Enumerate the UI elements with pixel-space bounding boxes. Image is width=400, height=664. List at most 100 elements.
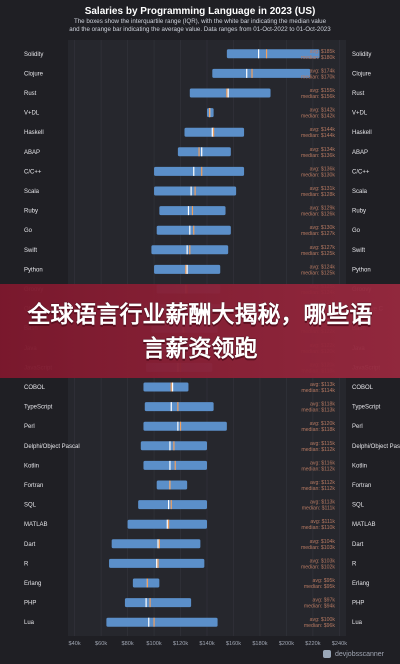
median-note: median: $136k bbox=[301, 153, 335, 159]
median-note: median: $118k bbox=[301, 427, 335, 433]
x-tick-label: $80k bbox=[122, 641, 134, 647]
median-note: median: $142k bbox=[301, 114, 335, 120]
category-label-left: Python bbox=[24, 267, 43, 273]
avg-note: avg: $131k bbox=[310, 186, 336, 192]
category-label-right: PHP bbox=[352, 601, 364, 607]
category-label-left: Kotlin bbox=[24, 463, 39, 469]
avg-note: avg: $118k bbox=[310, 402, 335, 408]
iqr-box bbox=[143, 382, 189, 392]
category-label-left: PHP bbox=[24, 601, 36, 607]
overlay-headline: 全球语言行业薪酬大揭秘，哪些语言薪资领跑 bbox=[27, 301, 373, 361]
avg-note: avg: $129k bbox=[310, 206, 336, 212]
category-label-left: Delphi/Object Pascal bbox=[24, 444, 80, 450]
category-label-right: Lua bbox=[352, 620, 363, 626]
category-label-right: Haskell bbox=[352, 130, 372, 136]
category-label-right: Ruby bbox=[352, 209, 366, 215]
category-label-left: Clojure bbox=[24, 71, 44, 77]
category-label-left: TypeScript bbox=[24, 405, 53, 411]
category-label-left: Dart bbox=[24, 542, 36, 548]
devjobsscanner-logo-icon bbox=[322, 650, 331, 658]
x-tick-label: $60k bbox=[95, 641, 107, 647]
category-label-right: Erlang bbox=[352, 581, 369, 587]
iqr-box bbox=[212, 68, 311, 78]
x-tick-label: $140k bbox=[199, 641, 214, 647]
category-label-left: Fortran bbox=[24, 483, 43, 489]
avg-note: avg: $174k bbox=[310, 68, 336, 74]
category-label-right: Dart bbox=[352, 542, 364, 548]
category-label-left: ABAP bbox=[24, 150, 40, 156]
category-label-right: Python bbox=[352, 267, 371, 273]
footer-brand: devjobsscanner bbox=[322, 650, 384, 658]
x-tick-label: $200k bbox=[279, 641, 294, 647]
category-label-left: Erlang bbox=[24, 581, 41, 587]
iqr-box bbox=[184, 127, 245, 137]
iqr-box bbox=[154, 166, 245, 176]
x-tick-label: $240k bbox=[332, 641, 347, 647]
avg-note: avg: $115k bbox=[310, 441, 335, 447]
x-tick-label: $120k bbox=[173, 641, 188, 647]
category-label-right: C/C++ bbox=[352, 169, 370, 175]
median-note: median: $103k bbox=[301, 545, 335, 551]
category-label-right: SQL bbox=[352, 503, 365, 509]
median-note: median: $102k bbox=[301, 564, 335, 570]
category-label-left: C/C++ bbox=[24, 169, 42, 175]
category-label-right: Swift bbox=[352, 248, 365, 254]
category-label-left: Solidity bbox=[24, 52, 43, 58]
chart-subtitle-line-1: The boxes show the interquartile range (… bbox=[73, 18, 327, 25]
iqr-box bbox=[207, 108, 214, 118]
category-label-left: Perl bbox=[24, 424, 35, 430]
x-tick-label: $100k bbox=[146, 641, 161, 647]
median-note: median: $125k bbox=[301, 270, 335, 276]
avg-note: avg: $100k bbox=[310, 617, 336, 623]
category-label-right: ABAP bbox=[352, 150, 368, 156]
median-note: median: $180k bbox=[301, 55, 335, 61]
avg-note: avg: $97k bbox=[313, 598, 336, 604]
iqr-box bbox=[111, 539, 201, 549]
median-note: median: $112k bbox=[301, 447, 335, 453]
category-label-left: Haskell bbox=[24, 130, 44, 136]
median-note: median: $114k bbox=[301, 388, 335, 394]
x-tick-label: $180k bbox=[252, 641, 267, 647]
category-label-right: COBOL bbox=[352, 385, 374, 391]
chart-title: Salaries by Programming Language in 2023… bbox=[84, 6, 316, 17]
category-label-right: Fortran bbox=[352, 483, 371, 489]
median-note: median: $112k bbox=[301, 466, 335, 472]
category-label-right: TypeScript bbox=[352, 405, 381, 411]
category-label-right: Rust bbox=[352, 91, 365, 97]
chart-subtitle-line-2: and the orange bar indicating the averag… bbox=[69, 26, 331, 33]
avg-note: avg: $124k bbox=[310, 264, 336, 270]
category-label-left: SQL bbox=[24, 503, 37, 509]
iqr-box bbox=[124, 598, 192, 608]
iqr-box bbox=[226, 49, 320, 59]
median-note: median: $130k bbox=[301, 172, 335, 178]
median-note: median: $96k bbox=[304, 623, 336, 629]
median-note: median: $110k bbox=[301, 525, 335, 531]
iqr-box bbox=[189, 88, 271, 98]
category-label-left: R bbox=[24, 561, 29, 567]
avg-note: avg: $155k bbox=[310, 88, 336, 94]
avg-note: avg: $127k bbox=[310, 245, 336, 251]
footer-text: devjobsscanner bbox=[334, 650, 384, 658]
category-label-left: Rust bbox=[24, 91, 37, 97]
avg-note: avg: $130k bbox=[310, 225, 336, 231]
iqr-box bbox=[106, 617, 218, 627]
category-label-left: MATLAB bbox=[24, 522, 48, 528]
median-note: median: $128k bbox=[301, 192, 335, 198]
iqr-box bbox=[138, 500, 207, 510]
category-label-left: Swift bbox=[24, 248, 37, 254]
category-label-right: Solidity bbox=[352, 52, 371, 58]
iqr-box bbox=[132, 578, 160, 588]
category-label-right: R bbox=[352, 561, 357, 567]
median-note: median: $111k bbox=[302, 506, 336, 512]
avg-note: avg: $116k bbox=[310, 460, 335, 466]
avg-note: avg: $104k bbox=[310, 539, 336, 545]
chart-subtitle: The boxes show the interquartile range (… bbox=[40, 18, 360, 34]
iqr-box bbox=[156, 480, 188, 490]
median-note: median: $156k bbox=[301, 94, 335, 100]
avg-note: avg: $95k bbox=[313, 578, 336, 584]
category-label-right: V+DL bbox=[352, 111, 368, 117]
median-note: median: $170k bbox=[301, 74, 335, 80]
iqr-box bbox=[177, 147, 231, 157]
avg-note: avg: $142k bbox=[310, 108, 336, 114]
median-note: median: $113k bbox=[301, 408, 335, 414]
